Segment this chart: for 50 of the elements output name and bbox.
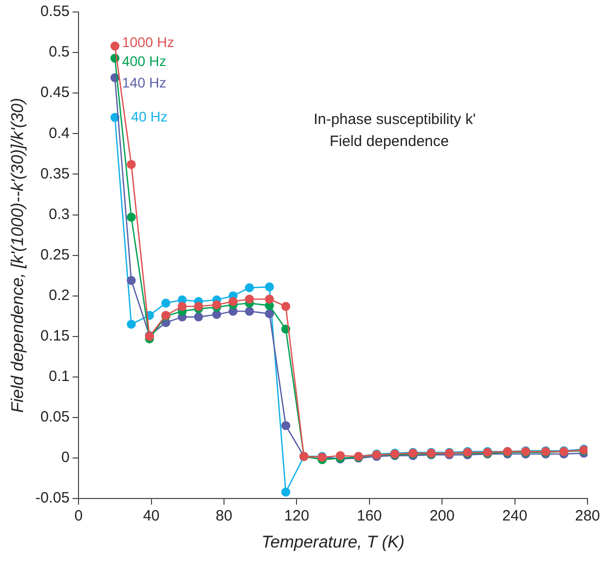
y-axis-title: Field dependence, [k'(1000)--k'(30)]/k'(30) [8, 98, 27, 413]
point [178, 302, 187, 311]
y-tick-label: 0.1 [48, 368, 70, 386]
point [194, 312, 204, 322]
point [244, 283, 254, 292]
series-label: 40 Hz [130, 108, 168, 124]
x-tick-label: 200 [430, 508, 455, 525]
point [244, 306, 254, 316]
x-tick-label: 80 [216, 508, 232, 525]
point [281, 421, 290, 430]
y-tick-label: 0.4 [48, 124, 70, 142]
x-tick-label: 0 [74, 508, 83, 525]
y-tick-label: 0 [61, 449, 70, 466]
y-tick-label: 0.35 [40, 165, 70, 182]
point [264, 309, 274, 318]
point [264, 282, 274, 292]
point [126, 160, 136, 169]
point [336, 451, 345, 460]
x-axis-title: Temperature, T (K) [262, 532, 405, 552]
annotation: In-phase susceptibility k' [314, 111, 476, 128]
y-tick-label: 0.2 [48, 286, 70, 304]
series-label: 1000 Hz [122, 34, 174, 50]
series-label: 400 Hz [122, 53, 166, 70]
y-tick-label: 0.5 [48, 44, 70, 61]
point [228, 297, 238, 306]
point [264, 294, 274, 304]
point [194, 302, 204, 311]
point [212, 300, 222, 310]
y-tick-label: 0.55 [40, 3, 70, 20]
point [126, 276, 136, 285]
x-tick-label: 240 [502, 508, 528, 525]
y-tick-label: 0.45 [40, 84, 70, 102]
series-label: 140 Hz [122, 74, 166, 91]
x-tick-label: 160 [356, 508, 382, 525]
annotation: Field dependence [330, 133, 449, 150]
point [110, 42, 120, 51]
point [161, 298, 170, 308]
y-tick-label: 0.15 [40, 328, 70, 345]
point [244, 294, 254, 304]
x-tick-label: 40 [142, 508, 160, 525]
point [126, 320, 136, 329]
point [281, 488, 290, 497]
y-tick-label: 0.05 [40, 408, 70, 426]
y-tick-label: 0.25 [40, 246, 70, 264]
point [281, 302, 290, 311]
y-tick-label: 0.3 [48, 206, 70, 223]
point [126, 212, 136, 222]
x-tick-label: 280 [574, 508, 600, 525]
y-tick-label: -0.05 [35, 490, 70, 507]
x-tick-label: 120 [284, 508, 310, 525]
